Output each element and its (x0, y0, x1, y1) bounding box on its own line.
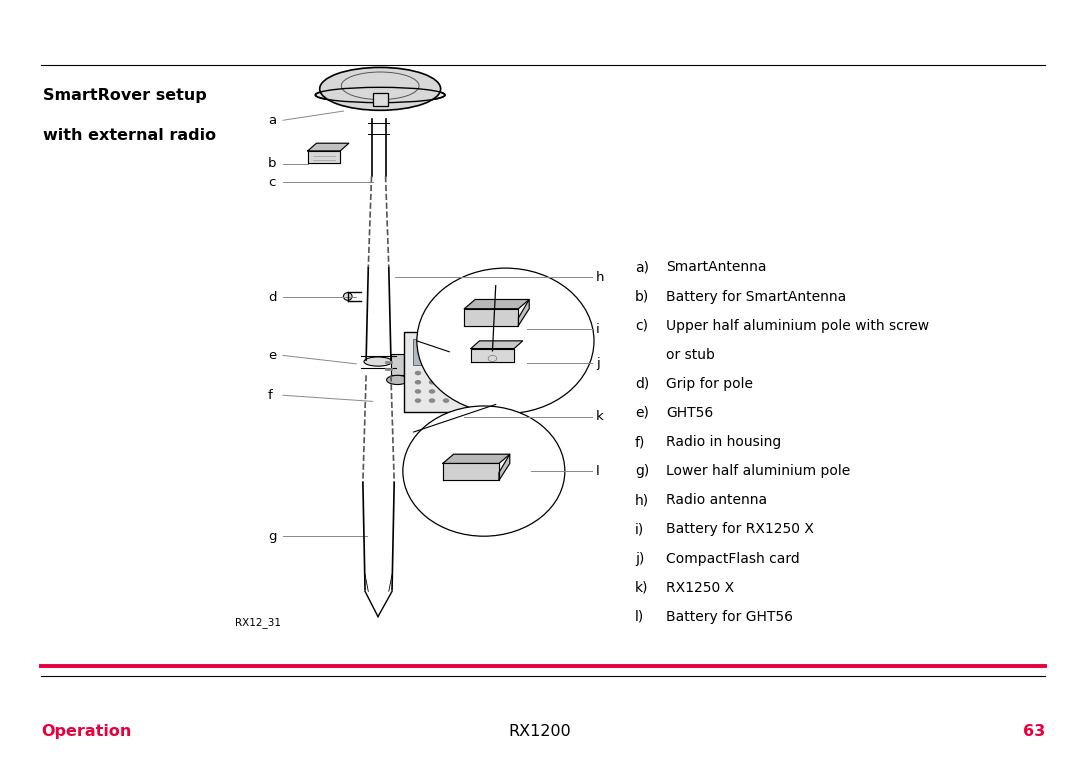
Text: 63: 63 (1023, 724, 1045, 739)
Text: Radio antenna: Radio antenna (666, 493, 768, 507)
Text: Upper half aluminium pole with screw: Upper half aluminium pole with screw (666, 319, 930, 332)
Circle shape (457, 398, 463, 403)
Circle shape (443, 380, 449, 385)
Text: e): e) (635, 406, 649, 420)
Text: c: c (268, 176, 275, 188)
Polygon shape (471, 349, 514, 362)
Text: g: g (268, 530, 276, 542)
Polygon shape (443, 463, 499, 480)
Text: i): i) (635, 522, 645, 536)
Text: l): l) (635, 610, 645, 624)
Polygon shape (499, 454, 510, 480)
Ellipse shape (403, 406, 565, 536)
Text: f): f) (635, 435, 646, 449)
Ellipse shape (343, 293, 352, 300)
Polygon shape (464, 309, 518, 326)
Text: RX1250 X: RX1250 X (666, 581, 734, 594)
Text: e: e (268, 349, 276, 362)
Circle shape (429, 389, 435, 394)
Text: Battery for GHT56: Battery for GHT56 (666, 610, 794, 624)
Circle shape (443, 398, 449, 403)
Text: b): b) (635, 290, 649, 303)
Text: SmartRover setup: SmartRover setup (43, 88, 207, 103)
Text: h: h (596, 271, 605, 283)
Circle shape (415, 389, 421, 394)
Polygon shape (308, 143, 349, 151)
Ellipse shape (417, 268, 594, 414)
Text: a: a (268, 114, 276, 126)
Text: Grip for pole: Grip for pole (666, 377, 754, 391)
Circle shape (415, 371, 421, 375)
Text: GHT56: GHT56 (666, 406, 714, 420)
Polygon shape (471, 341, 523, 349)
Text: a): a) (635, 260, 649, 274)
Circle shape (415, 398, 421, 403)
Text: CompactFlash card: CompactFlash card (666, 552, 800, 565)
Circle shape (429, 371, 435, 375)
Text: l: l (596, 465, 599, 477)
Text: Radio in housing: Radio in housing (666, 435, 782, 449)
Circle shape (429, 398, 435, 403)
Text: g): g) (635, 464, 649, 478)
Text: d): d) (635, 377, 649, 391)
Text: RX1200: RX1200 (509, 724, 571, 739)
Circle shape (415, 380, 421, 385)
Text: b: b (268, 158, 276, 170)
Text: h): h) (635, 493, 649, 507)
Bar (373, 93, 388, 106)
Text: or stub: or stub (666, 348, 715, 362)
Polygon shape (464, 300, 529, 309)
Circle shape (443, 371, 449, 375)
Polygon shape (518, 300, 529, 326)
Ellipse shape (315, 87, 445, 103)
Bar (404, 332, 480, 412)
Bar (391, 354, 404, 375)
Ellipse shape (320, 67, 441, 110)
Text: Operation: Operation (41, 724, 132, 739)
Circle shape (457, 380, 463, 385)
Text: c): c) (635, 319, 648, 332)
Bar (413, 339, 471, 365)
Circle shape (429, 380, 435, 385)
Text: j: j (596, 357, 599, 369)
Text: with external radio: with external radio (43, 128, 216, 143)
Text: k: k (596, 411, 604, 423)
Text: i: i (596, 323, 599, 336)
Text: f: f (268, 389, 272, 401)
Polygon shape (443, 454, 510, 463)
Bar (480, 351, 512, 404)
Text: Lower half aluminium pole: Lower half aluminium pole (666, 464, 851, 478)
Polygon shape (308, 151, 340, 163)
Ellipse shape (364, 357, 392, 366)
Text: SmartAntenna: SmartAntenna (666, 260, 767, 274)
Text: Battery for SmartAntenna: Battery for SmartAntenna (666, 290, 847, 303)
Text: RX12_31: RX12_31 (235, 617, 282, 628)
Text: Battery for RX1250 X: Battery for RX1250 X (666, 522, 814, 536)
Text: j): j) (635, 552, 645, 565)
Circle shape (457, 371, 463, 375)
Circle shape (443, 389, 449, 394)
Text: k): k) (635, 581, 648, 594)
Text: d: d (268, 291, 276, 303)
Circle shape (457, 389, 463, 394)
Ellipse shape (387, 375, 408, 385)
